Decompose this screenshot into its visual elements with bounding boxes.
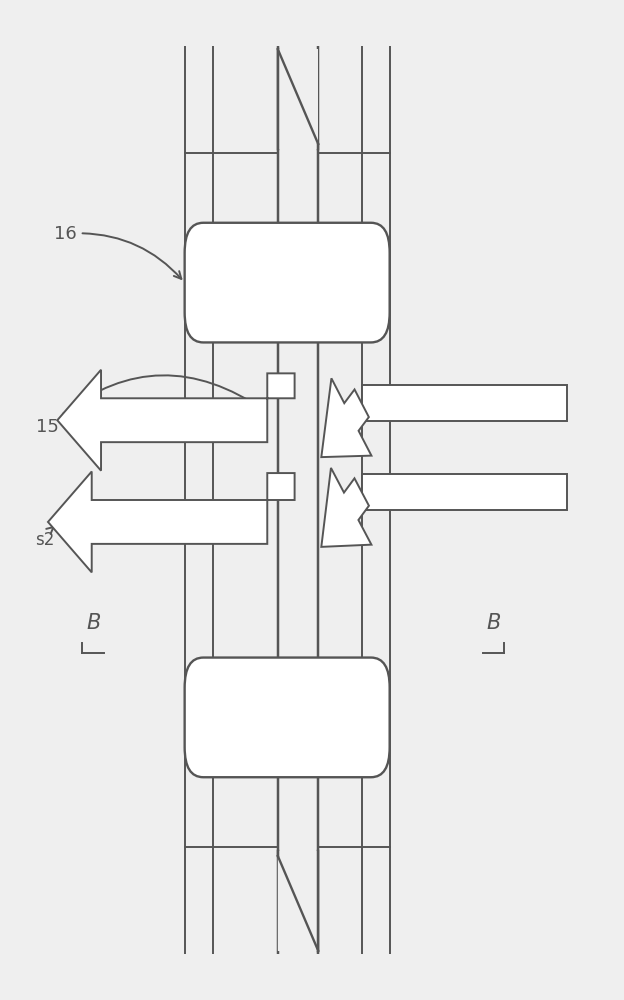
FancyBboxPatch shape bbox=[185, 223, 389, 342]
Text: B: B bbox=[486, 613, 500, 633]
Polygon shape bbox=[362, 385, 567, 421]
Polygon shape bbox=[321, 378, 371, 457]
Polygon shape bbox=[321, 468, 371, 547]
Polygon shape bbox=[278, 856, 318, 951]
FancyBboxPatch shape bbox=[185, 658, 389, 777]
Polygon shape bbox=[278, 49, 318, 149]
Text: 16: 16 bbox=[54, 225, 182, 279]
Polygon shape bbox=[278, 49, 318, 144]
Polygon shape bbox=[48, 471, 295, 572]
Text: 15: 15 bbox=[36, 375, 265, 436]
Text: B: B bbox=[86, 613, 100, 633]
Polygon shape bbox=[362, 474, 567, 510]
Polygon shape bbox=[278, 851, 318, 951]
Text: s2: s2 bbox=[36, 526, 55, 549]
Polygon shape bbox=[57, 370, 295, 471]
